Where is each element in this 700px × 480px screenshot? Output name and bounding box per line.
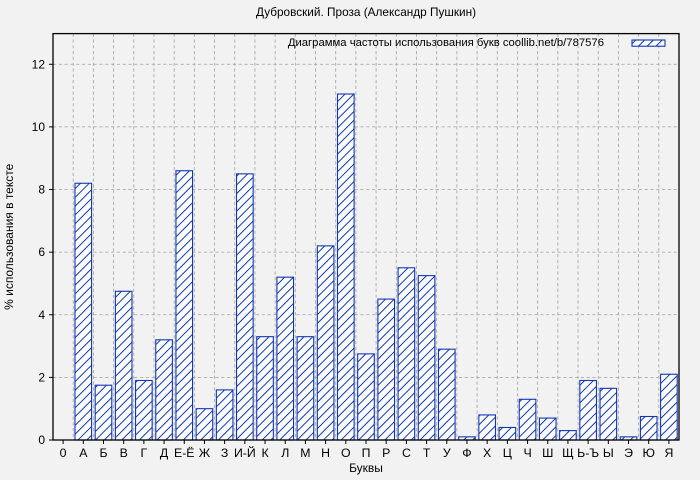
svg-text:Д: Д: [160, 446, 169, 460]
svg-text:У: У: [443, 446, 451, 460]
svg-text:К: К: [261, 446, 269, 460]
svg-text:Ф: Ф: [462, 446, 471, 460]
svg-text:Э: Э: [624, 446, 633, 460]
svg-text:4: 4: [38, 308, 45, 322]
svg-text:Х: Х: [483, 446, 491, 460]
svg-text:Л: Л: [281, 446, 289, 460]
svg-text:Ж: Ж: [199, 446, 211, 460]
svg-text:Ы: Ы: [603, 446, 614, 460]
svg-text:Щ: Щ: [562, 446, 574, 460]
svg-text:Р: Р: [382, 446, 390, 460]
svg-text:0: 0: [60, 446, 67, 460]
svg-text:С: С: [402, 446, 411, 460]
svg-text:З: З: [221, 446, 228, 460]
svg-text:О: О: [341, 446, 351, 460]
svg-text:Ч: Ч: [523, 446, 531, 460]
svg-text:6: 6: [38, 245, 45, 259]
svg-text:Ц: Ц: [503, 446, 512, 460]
svg-text:12: 12: [32, 57, 46, 71]
svg-text:8: 8: [38, 183, 45, 197]
svg-text:0: 0: [38, 433, 45, 447]
svg-text:Н: Н: [321, 446, 330, 460]
svg-text:Ь-Ъ: Ь-Ъ: [577, 446, 599, 460]
svg-text:Б: Б: [99, 446, 107, 460]
svg-text:10: 10: [32, 120, 46, 134]
svg-text:Ш: Ш: [542, 446, 553, 460]
svg-text:П: П: [362, 446, 371, 460]
svg-text:% использования в тексте: % использования в тексте: [2, 163, 16, 309]
svg-text:Т: Т: [423, 446, 431, 460]
svg-text:Ю: Ю: [642, 446, 654, 460]
svg-text:Г: Г: [141, 446, 148, 460]
svg-text:В: В: [120, 446, 128, 460]
svg-text:Е-Ё: Е-Ё: [174, 446, 195, 460]
svg-text:2: 2: [38, 370, 45, 384]
svg-text:Дубровский. Проза (Александр П: Дубровский. Проза (Александр Пушкин): [256, 5, 476, 19]
svg-text:М: М: [300, 446, 310, 460]
svg-text:Я: Я: [664, 446, 673, 460]
svg-text:И-Й: И-Й: [234, 445, 256, 460]
svg-text:Буквы: Буквы: [349, 461, 383, 475]
svg-text:Диаграмма частоты использовани: Диаграмма частоты использования букв coo…: [288, 37, 604, 49]
svg-text:А: А: [79, 446, 88, 460]
